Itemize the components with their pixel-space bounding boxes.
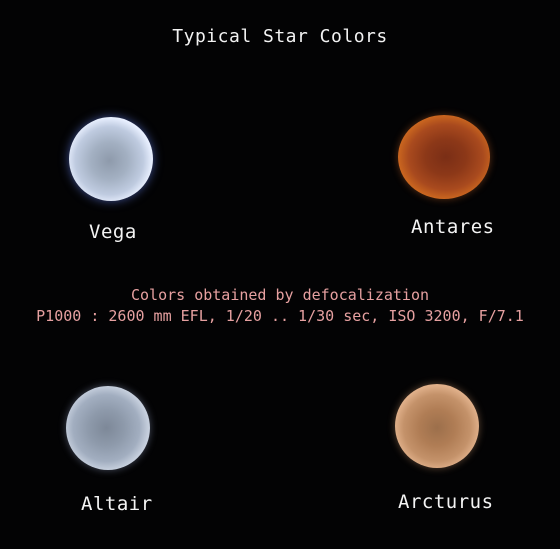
star-altair-disk [66,386,150,470]
caption-line-1: Colors obtained by defocalization [130,286,429,304]
image-title: Typical Star Colors [172,26,388,47]
star-label-altair: Altair [81,493,153,515]
star-arcturus-disk [395,384,479,468]
star-label-arcturus: Arcturus [398,491,494,513]
star-label-vega: Vega [89,221,137,243]
star-vega-disk [69,117,153,201]
star-antares-disk [398,115,490,199]
caption-line-2: P1000 : 2600 mm EFL, 1/20 .. 1/30 sec, I… [36,307,524,325]
star-label-antares: Antares [411,216,495,238]
